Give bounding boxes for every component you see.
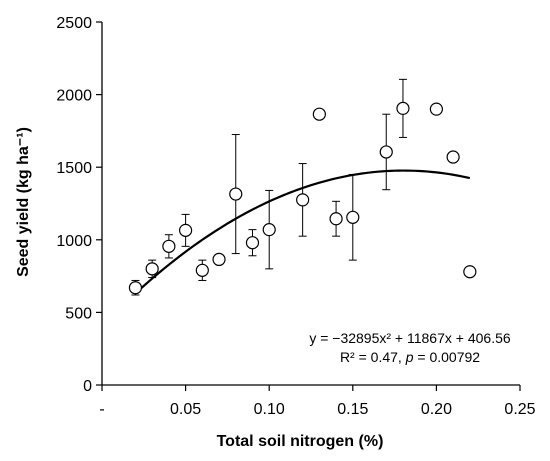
y-tick-label: 2500 (56, 15, 92, 32)
data-point (145, 262, 159, 276)
x-tick-label: 0.20 (421, 401, 452, 418)
x-tick-label: 0.25 (504, 401, 535, 418)
data-point (346, 210, 360, 224)
fit-stats: R² = 0.47, p = 0.00792 (340, 349, 480, 365)
y-ticks: 0 500 1000 1500 2000 2500 (56, 15, 102, 395)
axes (101, 22, 520, 386)
data-point (229, 187, 243, 201)
data-point (179, 223, 193, 237)
y-tick-label: 2000 (56, 88, 92, 105)
x-ticks: - 0.05 0.10 0.15 0.20 0.25 (99, 385, 536, 418)
fit-equation: y = −32895x² + 11867x + 406.56 (309, 330, 511, 346)
y-tick-label: 0 (83, 378, 92, 395)
data-point (446, 150, 460, 164)
y-axis-title: Seed yield (kg ha⁻¹) (15, 127, 32, 277)
data-point (396, 101, 410, 115)
x-axis-title: Total soil nitrogen (%) (217, 433, 384, 450)
p-value: = 0.00792 (414, 349, 481, 365)
data-point (195, 263, 209, 277)
data-point (128, 281, 143, 295)
data-point (245, 236, 260, 250)
data-point (162, 239, 176, 253)
data-point (329, 212, 343, 226)
y-tick-label: 500 (65, 305, 92, 322)
x-tick-label: 0.10 (254, 401, 285, 418)
data-point (312, 107, 326, 121)
data-point (429, 102, 443, 116)
r-squared: R² = 0.47, (340, 349, 402, 365)
x-tick-label: 0.15 (337, 401, 368, 418)
p-symbol: p (405, 349, 414, 365)
data-point (296, 193, 310, 207)
data-points (128, 101, 477, 295)
data-point (463, 265, 477, 279)
y-tick-label: 1500 (56, 160, 92, 177)
data-point (379, 145, 393, 159)
data-point (262, 223, 276, 237)
y-tick-label: 1000 (56, 233, 92, 250)
data-point (212, 252, 226, 267)
x-tick-label: - (99, 401, 104, 418)
x-tick-label: 0.05 (170, 401, 201, 418)
